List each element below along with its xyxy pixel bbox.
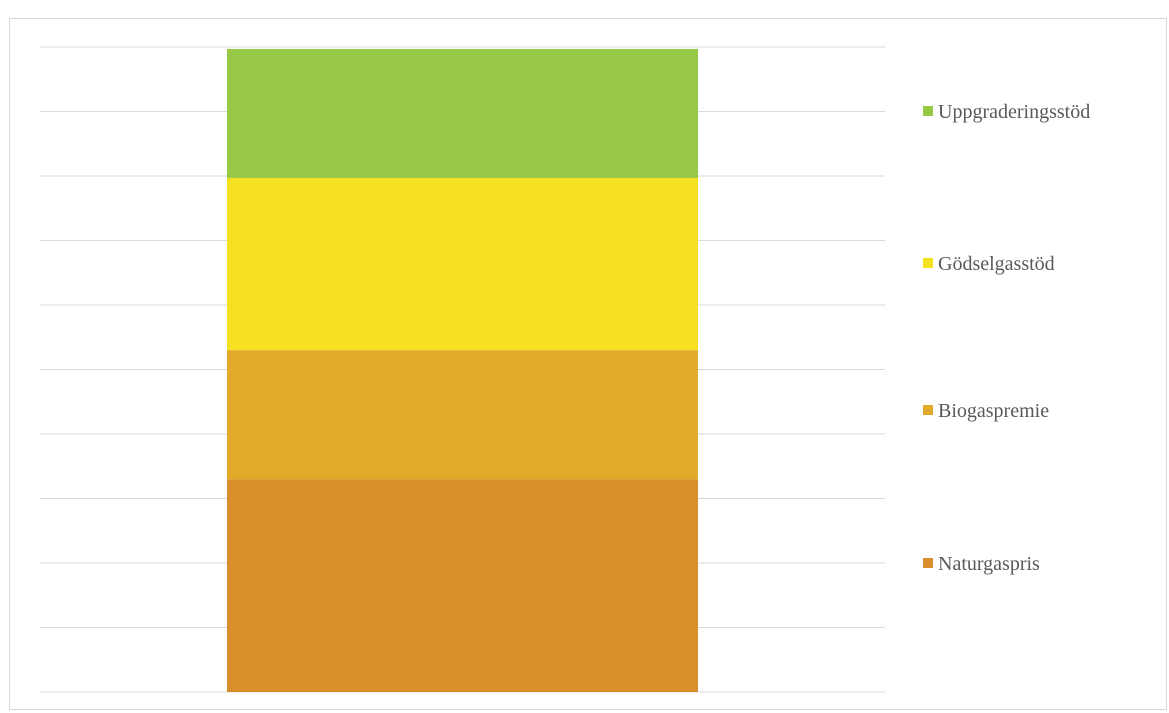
legend-label-g-dselgasst-d: Gödselgasstöd [938,253,1055,275]
legend-swatch-g-dselgasst-d [923,258,933,268]
legend-label-biogaspremie: Biogaspremie [938,400,1049,422]
legend-swatch-naturgaspris [923,558,933,568]
bar-segment-biogaspremie [227,350,698,480]
legend-swatch-uppgraderingsst-d [923,106,933,116]
legend: Uppgraderingsstöd Gödselgasstöd Biogasprem… [923,101,1090,575]
legend-label-naturgaspris: Naturgaspris [938,553,1040,575]
legend-label-uppgraderingsst-d: Uppgraderingsstöd [938,101,1090,123]
bar-segment-g-dselgasst-d [227,177,698,351]
legend-swatch-biogaspremie [923,405,933,415]
stacked-bar-chart: Uppgraderingsstöd Gödselgasstöd Biogasprem… [40,46,1090,693]
bar-segment-uppgraderingsst-d [227,48,698,178]
chart-frame: Uppgraderingsstöd Gödselgasstöd Biogasprem… [9,18,1167,710]
bar-segment-naturgaspris [227,479,698,692]
bar-segments [227,48,698,692]
